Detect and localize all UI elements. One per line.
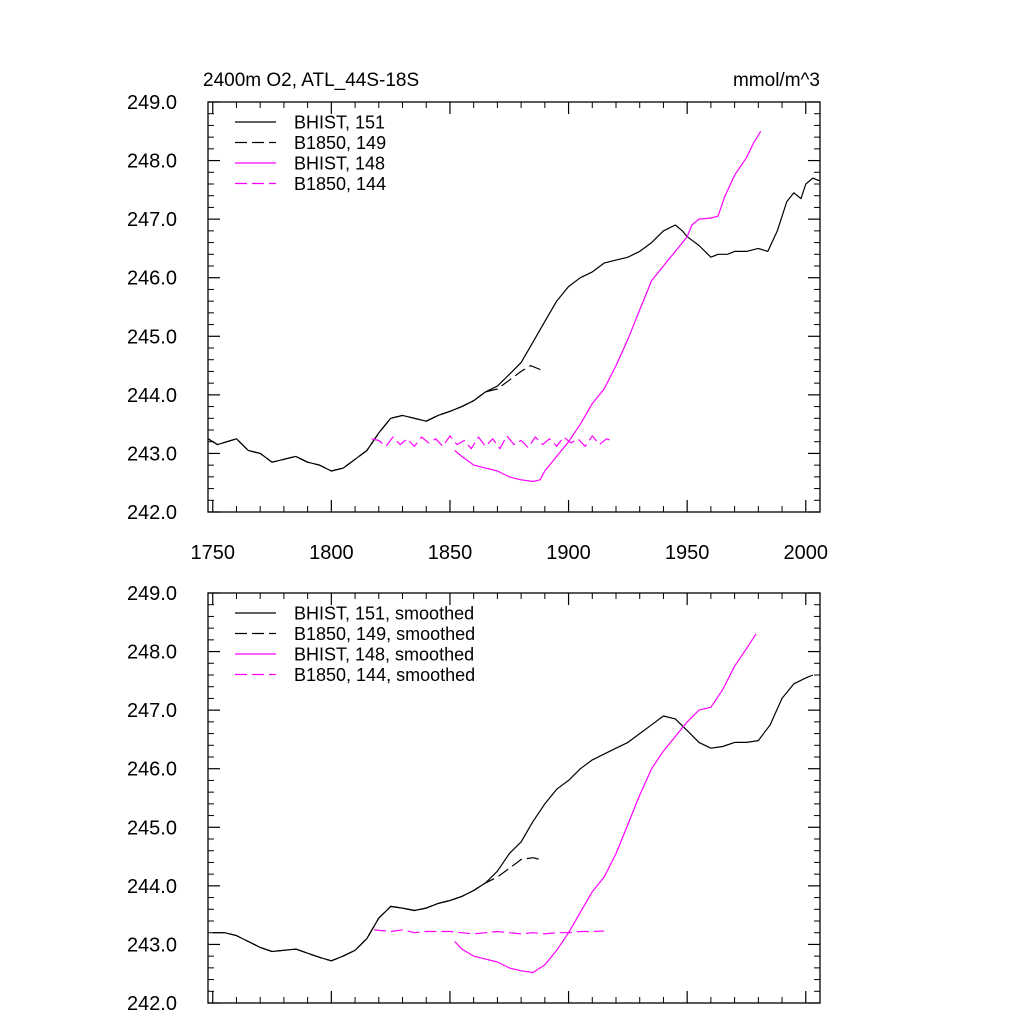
series-line [454, 633, 757, 974]
y-tick-label: 244.0 [127, 385, 177, 407]
series-line [371, 435, 612, 450]
series-line [212, 857, 541, 962]
legend-label: B1850, 149 [294, 133, 386, 153]
x-tick-label: 1800 [309, 542, 354, 564]
x-tick-label: 1900 [546, 542, 591, 564]
y-tick-label: 243.0 [127, 934, 177, 956]
x-tick-label: 1850 [428, 542, 473, 564]
y-tick-label: 242.0 [127, 502, 177, 524]
y-tick-label: 245.0 [127, 326, 177, 348]
y-tick-label: 247.0 [127, 209, 177, 231]
legend-label: B1850, 144 [294, 174, 386, 194]
series-line [207, 177, 821, 472]
plot-frame [207, 592, 821, 1004]
legend-label: BHIST, 151, smoothed [294, 604, 474, 624]
legend-label: BHIST, 151 [294, 113, 385, 133]
panel-top: 1750 1800 1850 1900 1950 2000 242.0 243.0 244.0 2… [127, 92, 828, 564]
legend-label: B1850, 149, smoothed [294, 624, 475, 644]
figure-title: 2400m O2, ATL_44S-18S [203, 70, 419, 91]
y-tick-label: 246.0 [127, 759, 177, 781]
y-tick-label: 242.0 [127, 993, 177, 1015]
legend-label: BHIST, 148, smoothed [294, 645, 474, 665]
y-tick-label: 249.0 [127, 583, 177, 605]
y-tick-label: 243.0 [127, 443, 177, 465]
series-line [207, 365, 546, 472]
series-line [373, 929, 605, 935]
plot-frame [207, 101, 821, 513]
panel-bottom: 242.0 243.0 244.0 245.0 246.0 247.0 248.0 249.0… [127, 583, 821, 1015]
y-tick-label: 244.0 [127, 876, 177, 898]
y-tick-label: 246.0 [127, 268, 177, 290]
x-tick-label: 1950 [665, 542, 710, 564]
y-tick-label: 248.0 [127, 151, 177, 173]
y-tick-label: 249.0 [127, 92, 177, 114]
x-tick-label: 1750 [190, 542, 235, 564]
x-tick-label: 2000 [784, 542, 829, 564]
y-tick-label: 245.0 [127, 817, 177, 839]
legend-label: BHIST, 148 [294, 154, 385, 174]
y-tick-label: 247.0 [127, 700, 177, 722]
y-tick-label: 248.0 [127, 642, 177, 664]
figure-units: mmol/m^3 [733, 70, 820, 91]
series-line [454, 130, 762, 483]
legend-label: B1850, 144, smoothed [294, 665, 475, 685]
